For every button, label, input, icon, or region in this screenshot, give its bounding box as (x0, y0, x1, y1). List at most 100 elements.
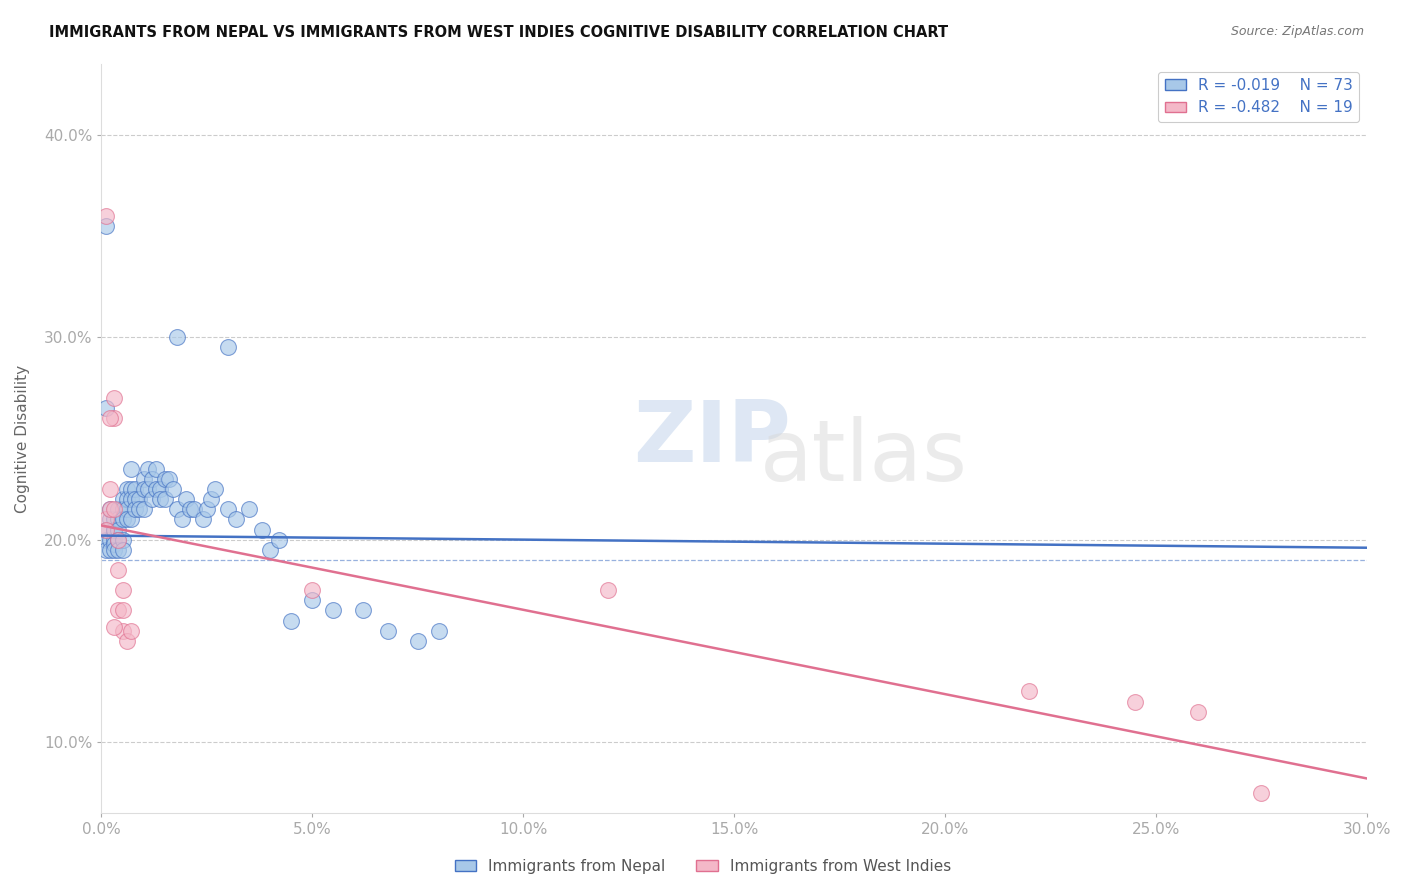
Point (596, 583, 619, 598)
Point (98, 411, 121, 425)
Point (145, 462, 167, 476)
Point (103, 523, 125, 537)
Point (103, 537, 125, 551)
Point (103, 411, 125, 425)
Point (204, 482, 226, 496)
Point (250, 523, 273, 537)
Point (141, 472, 163, 486)
Point (111, 512, 134, 526)
Point (98, 482, 121, 496)
Point (301, 593, 323, 607)
Point (124, 502, 146, 516)
Point (259, 542, 281, 557)
Point (111, 583, 134, 598)
Text: Source: ZipAtlas.com: Source: ZipAtlas.com (1230, 25, 1364, 38)
Point (115, 502, 138, 516)
Point (141, 492, 163, 507)
Point (103, 542, 125, 557)
Point (352, 603, 374, 617)
Legend: R = -0.019    N = 73, R = -0.482    N = 19: R = -0.019 N = 73, R = -0.482 N = 19 (1159, 71, 1360, 121)
Point (111, 624, 134, 638)
Point (98, 502, 121, 516)
Point (149, 482, 172, 496)
Legend: Immigrants from Nepal, Immigrants from West Indies: Immigrants from Nepal, Immigrants from W… (449, 853, 957, 880)
Point (103, 533, 125, 547)
Point (103, 502, 125, 516)
Point (145, 482, 167, 496)
Point (217, 340, 239, 354)
Point (103, 620, 125, 634)
Point (120, 482, 142, 496)
Point (94, 512, 117, 526)
Point (162, 482, 184, 496)
Point (1018, 684, 1040, 698)
Point (94, 219, 117, 233)
Point (132, 482, 155, 496)
Point (115, 492, 138, 507)
Point (132, 472, 155, 486)
Point (107, 523, 129, 537)
Point (98, 542, 121, 557)
Point (103, 512, 125, 526)
Point (94, 523, 117, 537)
Point (280, 614, 302, 628)
Point (153, 472, 176, 486)
Point (1250, 786, 1272, 800)
Point (322, 603, 344, 617)
Point (120, 462, 142, 476)
Point (200, 492, 222, 507)
Point (98, 502, 121, 516)
Point (166, 502, 188, 516)
Point (120, 512, 142, 526)
Point (427, 624, 450, 638)
Point (107, 533, 129, 547)
Point (111, 542, 134, 557)
Point (103, 391, 125, 405)
Text: IMMIGRANTS FROM NEPAL VS IMMIGRANTS FROM WEST INDIES COGNITIVE DISABILITY CORREL: IMMIGRANTS FROM NEPAL VS IMMIGRANTS FROM… (49, 25, 948, 40)
Point (128, 492, 150, 507)
Point (111, 502, 134, 516)
Point (107, 512, 129, 526)
Text: atlas: atlas (759, 416, 967, 499)
Point (107, 542, 129, 557)
Text: ZIP: ZIP (633, 397, 790, 480)
Point (103, 523, 125, 537)
Point (1187, 705, 1209, 719)
Point (406, 633, 429, 648)
Point (301, 583, 323, 598)
Point (1123, 694, 1146, 708)
Point (128, 502, 150, 516)
Point (149, 492, 172, 507)
Point (107, 603, 129, 617)
Point (94, 523, 117, 537)
Point (238, 502, 260, 516)
Point (98, 533, 121, 547)
Point (94, 401, 117, 416)
Point (225, 512, 247, 526)
Point (94, 533, 117, 547)
Point (179, 502, 201, 516)
Point (174, 492, 197, 507)
Point (111, 533, 134, 547)
Point (107, 533, 129, 547)
Point (195, 502, 218, 516)
Point (124, 492, 146, 507)
Point (111, 492, 134, 507)
Point (136, 482, 159, 496)
Point (166, 330, 188, 344)
Point (120, 492, 142, 507)
Point (157, 472, 180, 486)
Point (115, 482, 138, 496)
Point (115, 512, 138, 526)
Point (124, 482, 146, 496)
Point (191, 512, 214, 526)
Point (132, 502, 155, 516)
Point (94, 209, 117, 223)
Point (183, 502, 205, 516)
Point (120, 624, 142, 638)
Point (98, 512, 121, 526)
Point (115, 633, 138, 648)
Point (153, 492, 176, 507)
Point (377, 624, 399, 638)
Point (170, 512, 193, 526)
